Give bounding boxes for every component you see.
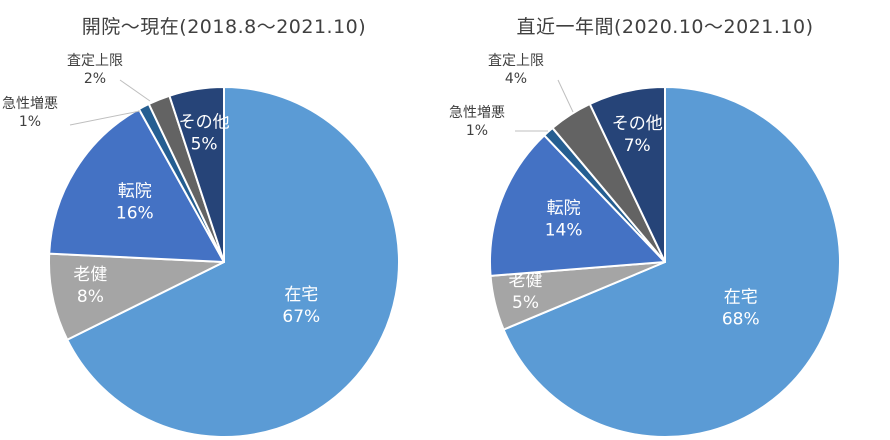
slice-percent-recent-3: 1% <box>466 123 488 139</box>
slice-name-recent-2: 転院 <box>547 198 581 218</box>
pie-slice-recent-5 <box>588 86 666 263</box>
slice-percent-recent-2: 14% <box>545 220 583 240</box>
slice-name-overall-4: 査定上限 <box>67 53 123 69</box>
leader-line-recent-4 <box>557 79 574 113</box>
slice-name-recent-0: 在宅 <box>724 287 758 307</box>
chart-title-overall: 開院～現在(2018.8～2021.10) <box>82 16 366 38</box>
slice-percent-recent-1: 5% <box>512 293 539 313</box>
pie-slice-overall-2 <box>48 108 225 263</box>
leader-line-overall-3 <box>69 110 141 126</box>
slice-percent-recent-5: 7% <box>624 136 651 156</box>
slice-name-recent-1: 老健 <box>509 271 543 291</box>
slice-name-overall-0: 在宅 <box>284 285 318 305</box>
leader-line-overall-4 <box>119 79 151 102</box>
pie-slice-overall-0 <box>66 86 400 438</box>
slice-percent-recent-0: 68% <box>722 309 760 329</box>
slice-percent-overall-0: 67% <box>282 307 320 327</box>
slice-name-recent-4: 査定上限 <box>488 53 544 69</box>
chart-title-recent: 直近一年間(2020.10～2021.10) <box>517 16 814 38</box>
pie-slice-overall-5 <box>168 86 225 263</box>
slice-name-overall-5: その他 <box>179 113 230 133</box>
slice-name-overall-3: 急性増悪 <box>2 96 58 112</box>
pie-slice-overall-1 <box>48 252 225 341</box>
slice-name-overall-2: 転院 <box>118 182 152 202</box>
slice-name-overall-1: 老健 <box>73 265 107 285</box>
slice-percent-overall-3: 1% <box>19 114 41 130</box>
slice-percent-overall-2: 16% <box>116 204 154 224</box>
slice-percent-recent-4: 4% <box>505 71 527 87</box>
pie-slice-recent-0 <box>502 86 841 438</box>
slice-percent-overall-1: 8% <box>77 287 104 307</box>
pie-slice-recent-2 <box>489 134 666 277</box>
slice-name-recent-5: その他 <box>612 114 663 134</box>
slice-name-recent-3: 急性増悪 <box>449 105 505 121</box>
slice-percent-overall-4: 2% <box>84 71 106 87</box>
slice-percent-overall-5: 5% <box>191 135 218 155</box>
